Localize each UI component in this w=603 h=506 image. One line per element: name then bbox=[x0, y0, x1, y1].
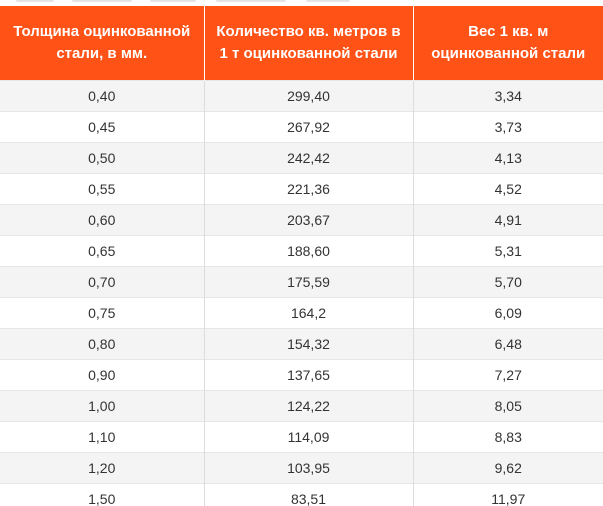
cell-thickness: 0,50 bbox=[0, 142, 204, 174]
cell-weight-per-sqm: 3,73 bbox=[412, 111, 603, 143]
cut-off-text-fragment bbox=[150, 0, 196, 2]
cell-sqm-per-ton: 175,59 bbox=[203, 266, 413, 298]
cut-off-text-fragment bbox=[306, 0, 350, 2]
cell-thickness: 1,00 bbox=[0, 390, 204, 422]
cell-thickness: 0,40 bbox=[0, 80, 204, 112]
table-row: 0,80 154,32 6,48 bbox=[0, 328, 603, 360]
table-row: 0,55 221,36 4,52 bbox=[0, 173, 603, 205]
cut-off-text-fragment bbox=[72, 0, 132, 2]
header-thickness: Толщина оцинкованной стали, в мм. bbox=[0, 6, 205, 81]
table-row: 1,10 114,09 8,83 bbox=[0, 421, 603, 453]
cell-thickness: 0,80 bbox=[0, 328, 204, 360]
table-row: 0,70 175,59 5,70 bbox=[0, 266, 603, 298]
cell-thickness: 0,90 bbox=[0, 359, 204, 391]
cell-thickness: 0,75 bbox=[0, 297, 204, 329]
cut-off-text-strip bbox=[0, 0, 603, 6]
table-row: 1,00 124,22 8,05 bbox=[0, 390, 603, 422]
table-row: 0,65 188,60 5,31 bbox=[0, 235, 603, 267]
cell-sqm-per-ton: 164,2 bbox=[203, 297, 413, 329]
cell-sqm-per-ton: 103,95 bbox=[203, 452, 413, 484]
cell-thickness: 0,70 bbox=[0, 266, 204, 298]
cell-sqm-per-ton: 242,42 bbox=[203, 142, 413, 174]
cell-sqm-per-ton: 154,32 bbox=[203, 328, 413, 360]
table-row: 0,60 203,67 4,91 bbox=[0, 204, 603, 236]
table-row: 0,90 137,65 7,27 bbox=[0, 359, 603, 391]
cell-weight-per-sqm: 7,27 bbox=[412, 359, 603, 391]
table-row: 0,40 299,40 3,34 bbox=[0, 80, 603, 112]
cell-weight-per-sqm: 3,34 bbox=[412, 80, 603, 112]
table-row: 0,50 242,42 4,13 bbox=[0, 142, 603, 174]
header-row: Толщина оцинкованной стали, в мм. Количе… bbox=[0, 6, 603, 81]
table-row: 1,20 103,95 9,62 bbox=[0, 452, 603, 484]
cut-off-text-fragment bbox=[16, 0, 54, 2]
cell-thickness: 1,10 bbox=[0, 421, 204, 453]
table-body: 0,40 299,40 3,34 0,45 267,92 3,73 0,50 242,42 4,… bbox=[0, 80, 603, 506]
header-weight-per-sqm: Вес 1 кв. м оцинкованной стали bbox=[412, 6, 603, 81]
cell-thickness: 0,65 bbox=[0, 235, 204, 267]
cell-weight-per-sqm: 8,05 bbox=[412, 390, 603, 422]
cell-sqm-per-ton: 267,92 bbox=[203, 111, 413, 143]
cell-sqm-per-ton: 299,40 bbox=[203, 80, 413, 112]
cell-weight-per-sqm: 8,83 bbox=[412, 421, 603, 453]
cell-weight-per-sqm: 4,13 bbox=[412, 142, 603, 174]
cell-weight-per-sqm: 6,09 bbox=[412, 297, 603, 329]
cell-thickness: 1,50 bbox=[0, 483, 204, 506]
cell-sqm-per-ton: 83,51 bbox=[203, 483, 413, 506]
table-row: 0,45 267,92 3,73 bbox=[0, 111, 603, 143]
table-row: 1,50 83,51 11,97 bbox=[0, 483, 603, 506]
cell-thickness: 1,20 bbox=[0, 452, 204, 484]
cell-sqm-per-ton: 221,36 bbox=[203, 173, 413, 205]
steel-weight-table: Толщина оцинкованной стали, в мм. Количе… bbox=[0, 6, 603, 506]
cell-sqm-per-ton: 114,09 bbox=[203, 421, 413, 453]
cell-weight-per-sqm: 5,70 bbox=[412, 266, 603, 298]
cell-weight-per-sqm: 4,91 bbox=[412, 204, 603, 236]
header-sqm-per-ton: Количество кв. метров в 1 т оцинкованной… bbox=[203, 6, 414, 81]
cell-thickness: 0,45 bbox=[0, 111, 204, 143]
cell-sqm-per-ton: 203,67 bbox=[203, 204, 413, 236]
cell-weight-per-sqm: 5,31 bbox=[412, 235, 603, 267]
table-header: Толщина оцинкованной стали, в мм. Количе… bbox=[0, 6, 603, 81]
cell-weight-per-sqm: 9,62 bbox=[412, 452, 603, 484]
cell-weight-per-sqm: 4,52 bbox=[412, 173, 603, 205]
table-row: 0,75 164,2 6,09 bbox=[0, 297, 603, 329]
cell-sqm-per-ton: 124,22 bbox=[203, 390, 413, 422]
cell-sqm-per-ton: 188,60 bbox=[203, 235, 413, 267]
cell-weight-per-sqm: 6,48 bbox=[412, 328, 603, 360]
cut-off-text-fragment bbox=[216, 0, 286, 2]
cell-thickness: 0,60 bbox=[0, 204, 204, 236]
cell-sqm-per-ton: 137,65 bbox=[203, 359, 413, 391]
cell-thickness: 0,55 bbox=[0, 173, 204, 205]
cell-weight-per-sqm: 11,97 bbox=[412, 483, 603, 506]
